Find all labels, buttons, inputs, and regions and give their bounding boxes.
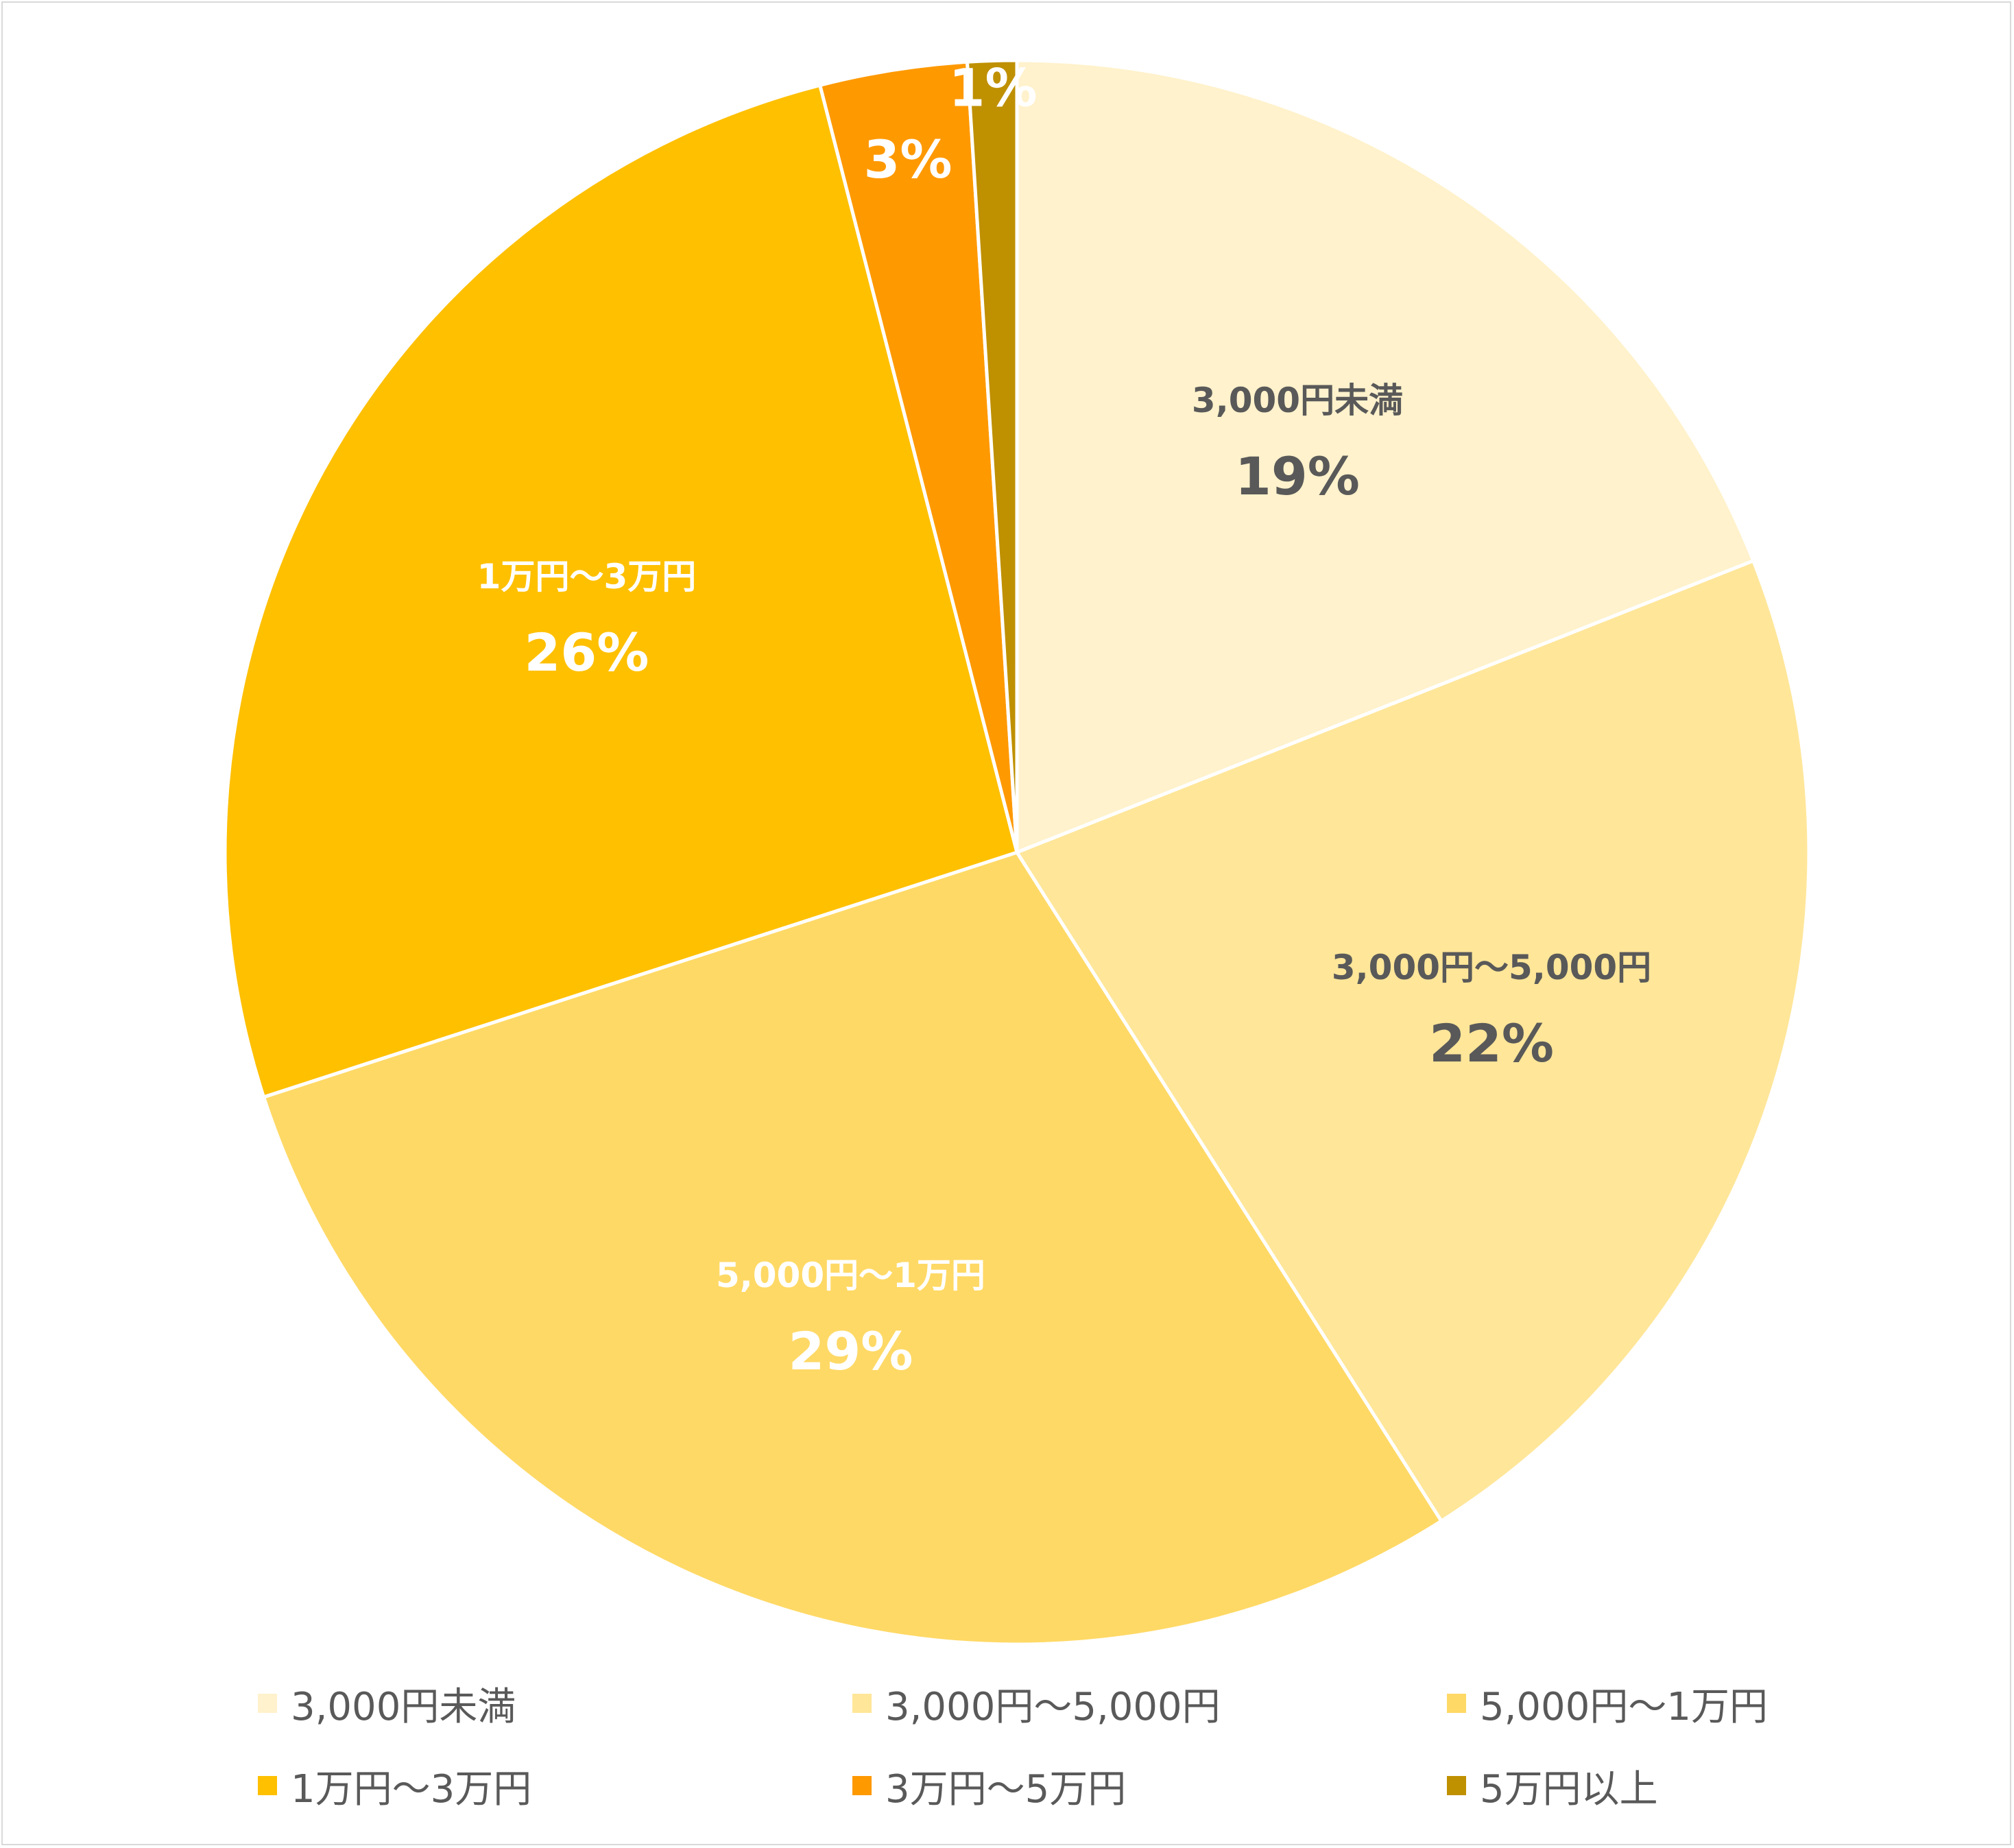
legend-item: 3,000円未満 bbox=[258, 1676, 516, 1731]
legend-label: 5万円以上 bbox=[1480, 1766, 1658, 1812]
pie-slice bbox=[223, 83, 1020, 1100]
legend-item: 3万円〜5万円 bbox=[852, 1758, 1126, 1813]
legend-label: 3,000円未満 bbox=[291, 1684, 516, 1729]
slice-percent-label: 19% bbox=[1235, 446, 1360, 507]
legend-swatch bbox=[1447, 1694, 1466, 1713]
legend: 3,000円未満 3,000円〜5,000円 5,000円〜1万円 1万円〜3万… bbox=[3, 1648, 2013, 1813]
slice-percent-label: 22% bbox=[1429, 1013, 1554, 1074]
legend-label: 5,000円〜1万円 bbox=[1480, 1684, 1768, 1729]
pie-slice bbox=[1014, 558, 1811, 1524]
legend-swatch bbox=[258, 1776, 277, 1795]
slice-category-label: 5,000円〜1万円 bbox=[716, 1256, 985, 1295]
legend-item: 1万円〜3万円 bbox=[258, 1758, 531, 1813]
slice-category-label: 1万円〜3万円 bbox=[477, 557, 697, 597]
pie-data-labels: 3,000円未満 19% 3,000円〜5,000円 22% 5,000円〜1万円 29%… bbox=[477, 58, 1652, 1382]
legend-label: 1万円〜3万円 bbox=[291, 1766, 532, 1812]
pie-slices bbox=[223, 58, 1811, 1646]
slice-percent-label: 26% bbox=[525, 622, 649, 683]
slice-category-label: 3,000円未満 bbox=[1192, 381, 1403, 420]
legend-label: 3,000円〜5,000円 bbox=[885, 1684, 1221, 1729]
legend-item: 5万円以上 bbox=[1447, 1758, 1658, 1813]
legend-label: 3万円〜5万円 bbox=[885, 1766, 1127, 1812]
pie-slice bbox=[1015, 58, 1756, 855]
slice-percent-label: 29% bbox=[788, 1321, 913, 1382]
legend-swatch bbox=[1447, 1776, 1466, 1795]
legend-swatch bbox=[852, 1776, 872, 1795]
pie-slice bbox=[965, 58, 1019, 853]
slice-percent-label: 1% bbox=[949, 58, 1038, 119]
pie-chart: 3,000円未満 19% 3,000円〜5,000円 22% 5,000円〜1万円 29%… bbox=[223, 58, 1811, 1646]
legend-item: 5,000円〜1万円 bbox=[1447, 1676, 1768, 1731]
legend-swatch bbox=[258, 1694, 277, 1713]
slice-percent-label: 3% bbox=[863, 129, 952, 190]
legend-item: 3,000円〜5,000円 bbox=[852, 1676, 1221, 1731]
pie-slice bbox=[261, 850, 1444, 1646]
slice-category-label: 3,000円〜5,000円 bbox=[1332, 948, 1651, 987]
legend-swatch bbox=[852, 1694, 872, 1713]
